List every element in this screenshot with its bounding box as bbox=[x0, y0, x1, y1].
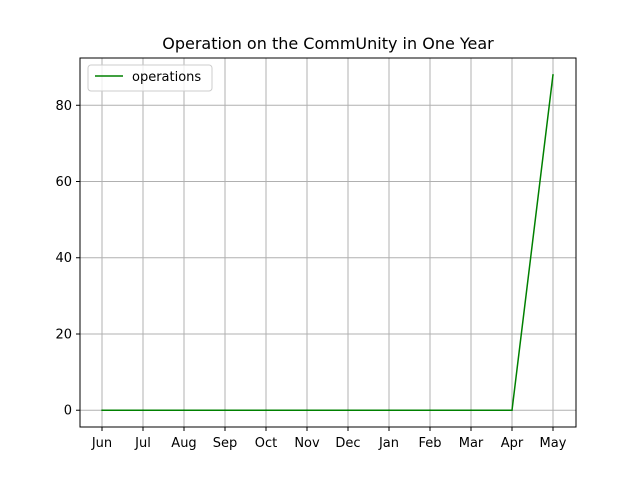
data-point bbox=[142, 409, 144, 412]
chart-title: Operation on the CommUnity in One Year bbox=[162, 34, 494, 53]
x-tick-label: Jul bbox=[134, 436, 151, 451]
data-point bbox=[388, 409, 390, 412]
data-point bbox=[101, 409, 103, 412]
data-point bbox=[511, 409, 513, 412]
y-tick-label: 60 bbox=[55, 175, 72, 190]
legend-box bbox=[87, 64, 213, 92]
x-tick-label: Aug bbox=[171, 436, 196, 451]
x-tick-label: May bbox=[540, 436, 567, 451]
y-tick-label: 80 bbox=[55, 99, 72, 114]
x-tick-label: Mar bbox=[459, 436, 484, 451]
x-tick-label: Sep bbox=[213, 436, 238, 451]
data-point bbox=[306, 409, 308, 412]
data-point bbox=[552, 73, 554, 76]
legend-label: operations bbox=[132, 70, 201, 85]
y-axis: 0 20 40 60 80 bbox=[55, 99, 80, 419]
plot-frame bbox=[79, 57, 577, 428]
data-point bbox=[265, 409, 267, 412]
data-point bbox=[347, 409, 349, 412]
x-tick-label: Feb bbox=[418, 436, 441, 451]
y-tick-label: 20 bbox=[55, 327, 72, 342]
grid bbox=[80, 58, 576, 427]
x-tick-label: Nov bbox=[294, 436, 320, 451]
x-tick-label: Oct bbox=[255, 436, 277, 451]
x-tick-label: Apr bbox=[501, 436, 524, 451]
y-tick-label: 0 bbox=[64, 404, 72, 419]
y-tick-label: 40 bbox=[55, 251, 72, 266]
data-point bbox=[183, 409, 185, 412]
x-tick-label: Jan bbox=[378, 436, 399, 451]
data-point bbox=[224, 409, 226, 412]
series-line-operations bbox=[102, 74, 554, 411]
x-tick-label: Jun bbox=[91, 436, 112, 451]
legend: operations bbox=[87, 64, 213, 92]
data-point bbox=[429, 409, 431, 412]
data-point bbox=[470, 409, 472, 412]
x-tick-label: Dec bbox=[335, 436, 360, 451]
x-axis: Jun Jul Aug Sep Oct Nov Dec Jan Feb Mar Apr May bbox=[91, 427, 567, 451]
series-layer bbox=[101, 73, 554, 412]
